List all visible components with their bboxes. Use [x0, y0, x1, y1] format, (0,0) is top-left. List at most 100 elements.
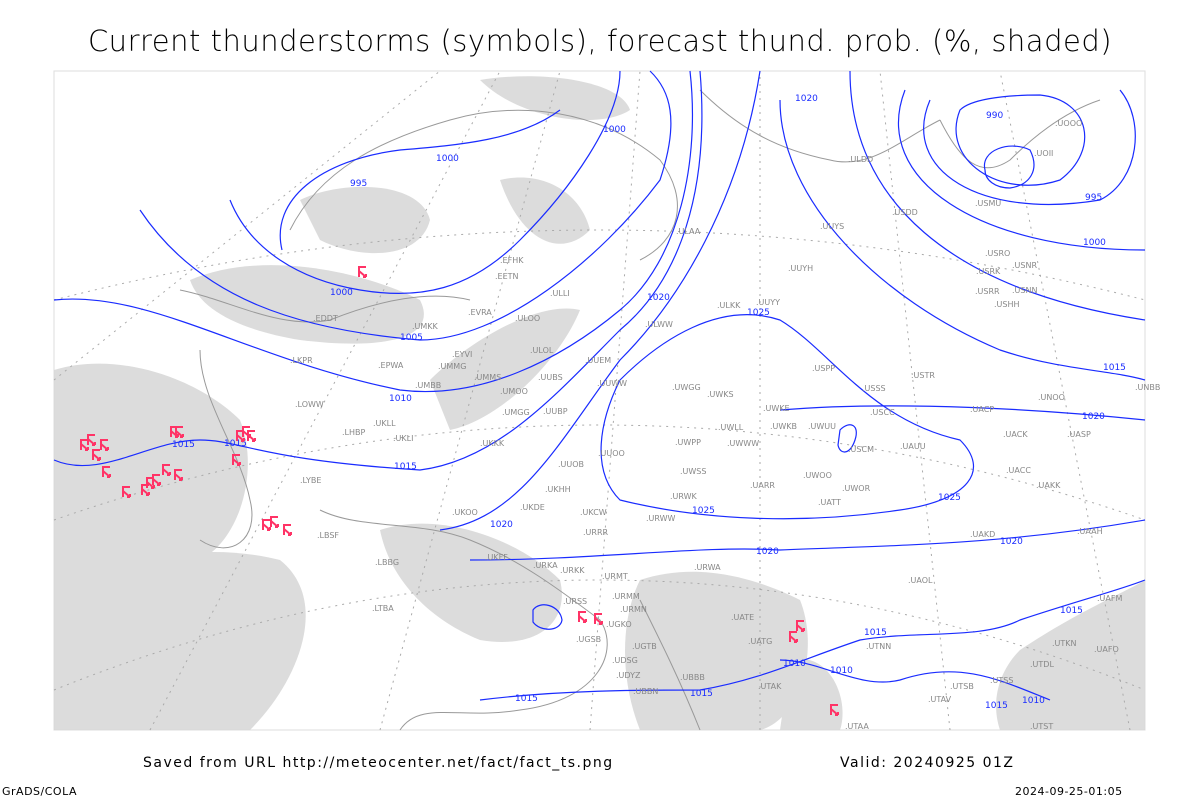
thunderstorm-symbol-icon — [283, 524, 292, 536]
station-label: .UGTB — [632, 642, 657, 651]
isobar-label: 1010 — [1022, 696, 1045, 706]
thunderstorm-symbol-icon — [262, 519, 271, 531]
station-label: .USCM — [848, 445, 874, 454]
station-label: .UMKK — [412, 322, 439, 331]
thunderstorm-symbols — [80, 266, 839, 716]
station-label: .UWOO — [803, 471, 832, 480]
station-label: .UKDE — [520, 503, 545, 512]
station-label: .USPP — [812, 364, 835, 373]
station-label: .USMU — [975, 199, 1001, 208]
thunderstorm-symbol-icon — [162, 464, 171, 476]
thunderstorm-symbol-icon — [270, 516, 279, 528]
station-label: .UAAH — [1077, 527, 1103, 536]
station-label: .UUYS — [820, 222, 844, 231]
station-label: .UTST — [1030, 722, 1053, 731]
isobar-label: 1015 — [864, 628, 887, 638]
station-label: .UUBP — [543, 407, 568, 416]
station-label: .URSS — [563, 597, 587, 606]
thunderstorm-symbol-icon — [100, 439, 109, 451]
station-label: .UUEM — [585, 356, 611, 365]
station-label: .EFHK — [500, 256, 524, 265]
station-label: .UOII — [1034, 149, 1053, 158]
station-label: .UAFM — [1097, 594, 1122, 603]
thunderstorm-symbol-icon — [146, 477, 155, 489]
station-label: .UTDL — [1030, 660, 1054, 669]
station-label: .UATG — [748, 637, 772, 646]
station-label: .UKCW — [580, 508, 607, 517]
station-label: .UWUU — [808, 422, 836, 431]
isobar-label: 1020 — [1082, 412, 1105, 422]
station-label: .USCC — [870, 408, 895, 417]
station-label: .UWWW — [727, 439, 759, 448]
map-title: Current thunderstorms (symbols), forecas… — [87, 24, 1113, 58]
station-label: .UDSG — [612, 656, 638, 665]
station-label: .UNBB — [1135, 383, 1160, 392]
station-label: .UTAA — [845, 722, 869, 731]
station-label: .UACP — [970, 405, 994, 414]
isobar-label: 1010 — [389, 394, 412, 404]
isobar-label: 1020 — [490, 520, 513, 530]
station-label: .UBBB — [680, 673, 705, 682]
station-label: .EYVI — [452, 350, 472, 359]
station-label: .UWSS — [680, 467, 706, 476]
station-label: .UWKB — [770, 422, 797, 431]
isobar-label: 1015 — [394, 462, 417, 472]
station-label: .UKKK — [480, 439, 505, 448]
station-label: .LYBE — [300, 476, 321, 485]
station-label: .UGSB — [576, 635, 601, 644]
valid-time-text: Valid: 20240925 01Z — [840, 755, 1015, 771]
station-label: .UBBN — [633, 687, 658, 696]
isobar-label: 1015 — [1060, 606, 1083, 616]
station-label: .UTAV — [928, 695, 952, 704]
station-label: .UUYY — [756, 298, 780, 307]
station-label: .URKK — [560, 566, 585, 575]
station-label: .ULOL — [530, 346, 554, 355]
isobar-label: 1015 — [515, 694, 538, 704]
station-label: .UDYZ — [616, 671, 641, 680]
thunderstorm-symbol-icon — [358, 266, 367, 278]
thunderstorm-symbol-icon — [175, 426, 184, 438]
station-label: .UNOO — [1038, 393, 1065, 402]
station-label: .UWPP — [675, 438, 701, 447]
coastlines — [179, 89, 1101, 731]
isobar-label: 995 — [1085, 193, 1102, 203]
thunderstorm-symbol-icon — [87, 434, 96, 446]
station-label: .UARR — [750, 481, 775, 490]
station-label: .UTNN — [866, 642, 891, 651]
station-label: .UWLL — [718, 423, 744, 432]
isobar-label: 1015 — [172, 440, 195, 450]
thunderstorm-symbol-icon — [242, 426, 251, 438]
station-label: .EDDT — [313, 314, 338, 323]
generated-timestamp: 2024-09-25-01:05 — [1015, 785, 1123, 798]
station-label: .EETN — [495, 272, 519, 281]
station-label: .UGKO — [606, 620, 632, 629]
thunderstorm-symbol-icon — [141, 484, 150, 496]
station-label: .UTSS — [990, 676, 1013, 685]
station-label: .ULOO — [515, 314, 540, 323]
station-label: .UMMG — [438, 362, 466, 371]
station-label: .URKA — [533, 561, 558, 570]
station-label: .UWGG — [672, 383, 701, 392]
thunderstorm-symbol-icon — [232, 454, 241, 466]
thunderstorm-symbol-icon — [796, 620, 805, 632]
thunderstorm-symbol-icon — [122, 486, 131, 498]
station-label: .UAOL — [908, 576, 933, 585]
isobar-label: 1015 — [690, 689, 713, 699]
station-label: .UKLL — [373, 419, 396, 428]
station-label: .UTAK — [758, 682, 782, 691]
station-label: .EPWA — [378, 361, 404, 370]
thunderstorm-symbol-icon — [80, 439, 89, 451]
software-credit: GrADS/COLA — [2, 785, 77, 798]
station-label: .UASP — [1067, 430, 1091, 439]
station-label: .ULDD — [848, 155, 873, 164]
isobar-label: 1020 — [647, 293, 670, 303]
isobar-label: 1020 — [756, 547, 779, 557]
station-label: .URWW — [646, 514, 676, 523]
isobar-label: 1000 — [436, 154, 459, 164]
thunderstorm-symbol-icon — [174, 469, 183, 481]
station-label: .UATT — [818, 498, 841, 507]
isobar-label: 1015 — [985, 701, 1008, 711]
isobar-label: 995 — [350, 179, 367, 189]
thunderstorm-symbol-icon — [152, 474, 161, 486]
